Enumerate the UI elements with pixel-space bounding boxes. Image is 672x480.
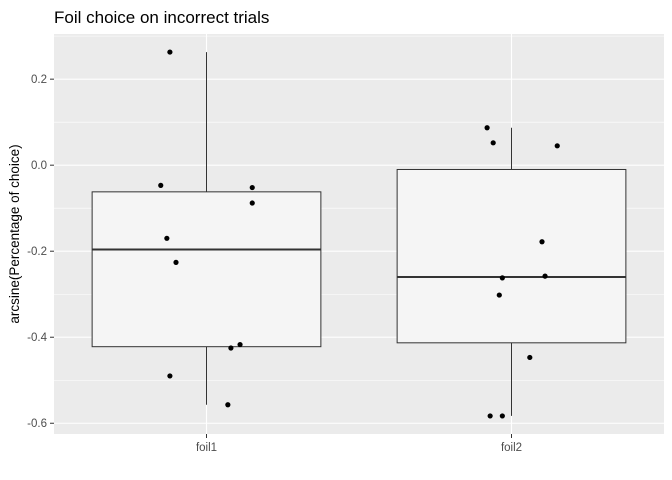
box-foil1: [91, 52, 322, 405]
y-tick-label: -0.2: [27, 246, 47, 258]
box-foil2: [396, 127, 627, 416]
chart-title: Foil choice on incorrect trials: [54, 8, 269, 27]
box-iqr: [396, 168, 627, 344]
data-point: [554, 143, 560, 149]
data-point: [158, 182, 164, 188]
data-point: [173, 259, 179, 265]
data-point: [167, 49, 173, 55]
data-point: [539, 239, 545, 245]
x-tick-label: foil2: [501, 442, 522, 454]
x-axis: foil1 foil2: [196, 434, 522, 454]
data-point: [527, 354, 533, 361]
x-tick-label: foil1: [196, 442, 217, 454]
y-tick-label: 0.0: [31, 160, 47, 172]
data-point: [499, 413, 505, 419]
box-iqr: [91, 191, 322, 348]
y-axis: -0.6 -0.4 -0.2 0.0 0.2: [27, 74, 54, 430]
data-point: [249, 200, 255, 206]
data-point: [487, 413, 493, 419]
data-points: [158, 49, 560, 419]
y-tick-label: 0.2: [31, 74, 47, 86]
data-point: [237, 341, 243, 348]
data-point: [490, 140, 496, 146]
data-point: [167, 373, 173, 379]
data-point: [542, 273, 548, 279]
data-point: [164, 235, 170, 241]
y-axis-title: arcsine(Percentage of choice): [7, 144, 22, 323]
data-point: [249, 184, 255, 191]
data-point: [484, 125, 490, 131]
boxes: [91, 52, 627, 416]
data-point: [225, 402, 231, 408]
y-tick-label: -0.6: [27, 418, 47, 430]
data-point: [496, 292, 502, 298]
y-tick-label: -0.4: [27, 332, 47, 344]
data-point: [499, 275, 505, 281]
data-point: [228, 345, 234, 351]
